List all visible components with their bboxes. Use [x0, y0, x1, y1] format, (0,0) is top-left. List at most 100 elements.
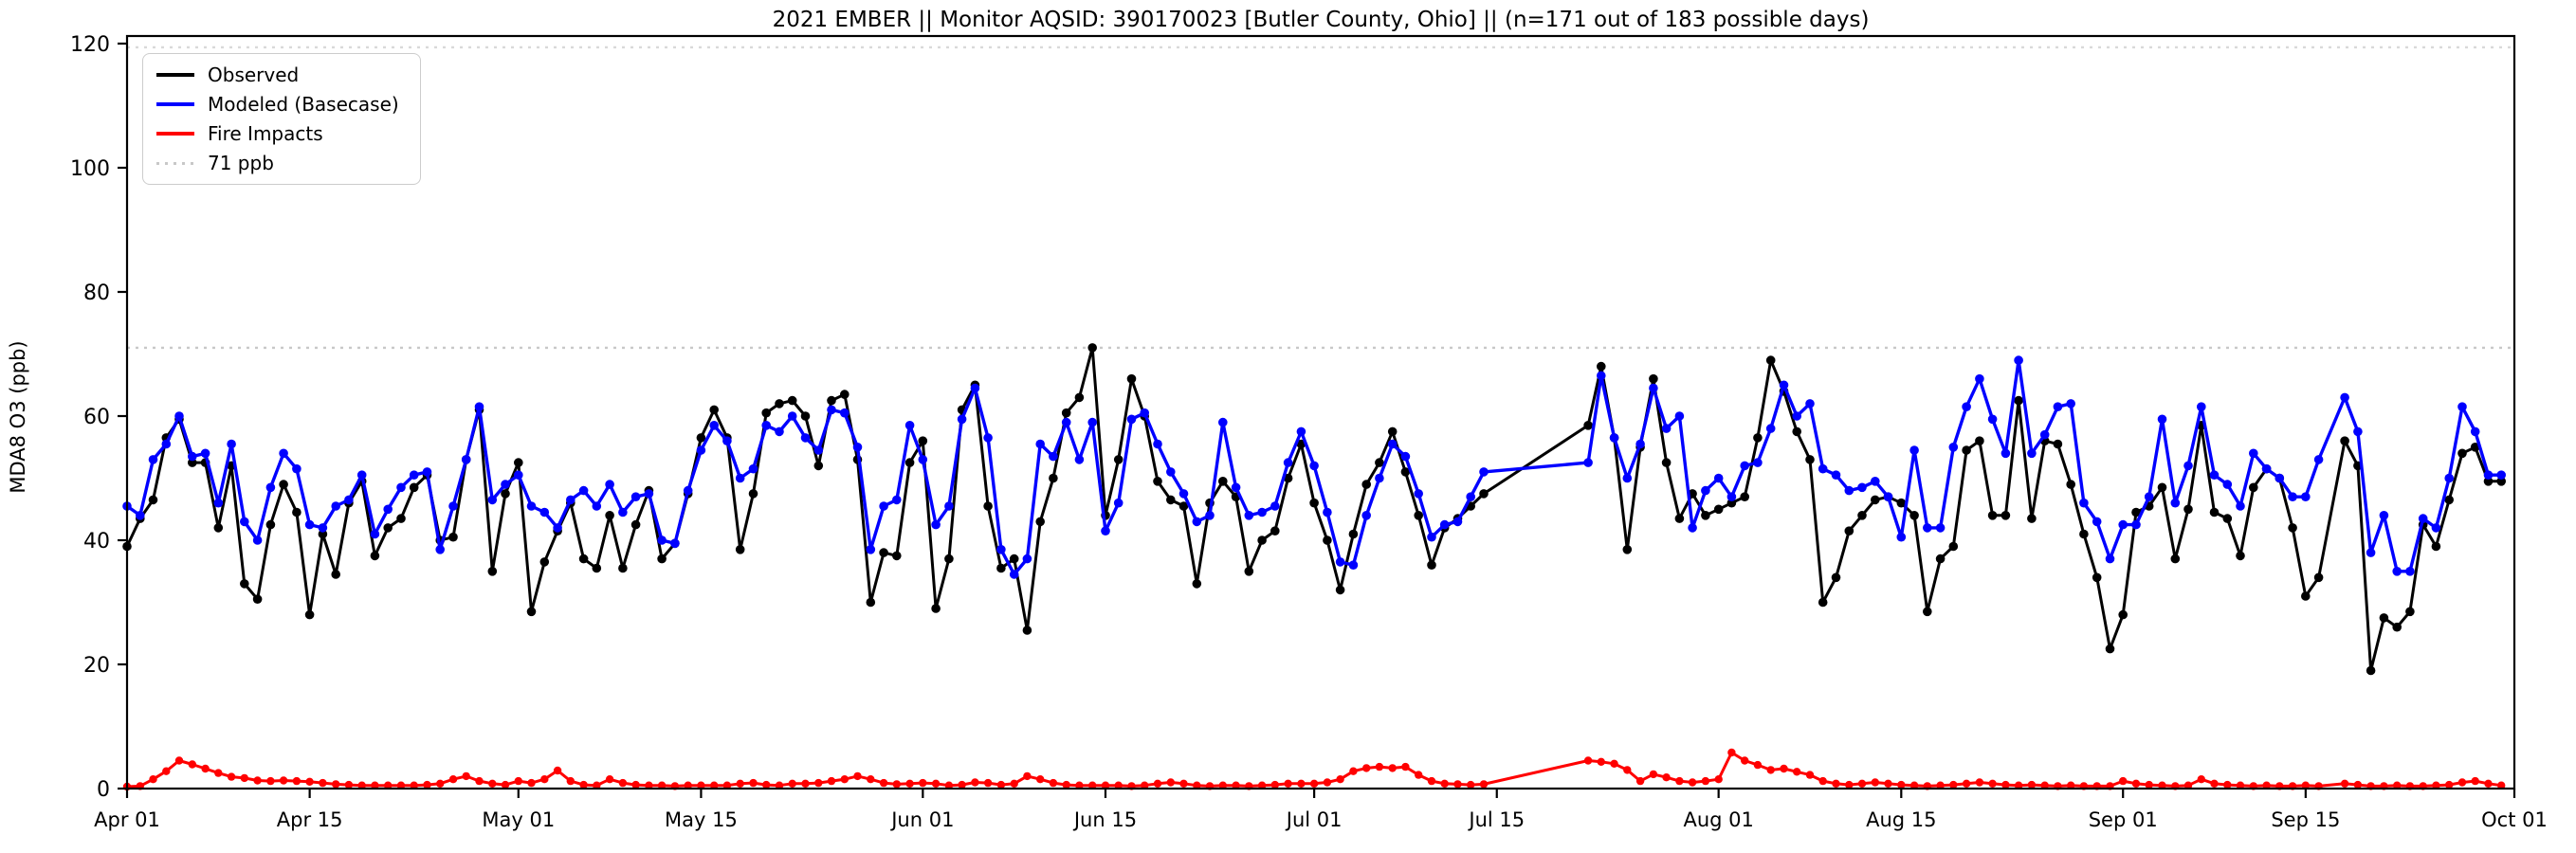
observed-marker — [1479, 489, 1489, 499]
observed-marker — [578, 554, 589, 564]
fire-marker — [1897, 780, 1906, 789]
observed-marker — [1387, 426, 1398, 437]
modeled-marker — [200, 448, 210, 459]
modeled-marker — [1805, 399, 1815, 408]
fire-marker — [645, 781, 653, 789]
observed-marker — [2483, 477, 2494, 486]
modeled-marker — [1244, 511, 1254, 520]
observed-marker — [996, 563, 1006, 573]
x-tick-label: May 15 — [665, 808, 738, 831]
fire-marker — [2131, 779, 2141, 788]
x-tick-label: Jul 01 — [1285, 808, 1343, 831]
modeled-marker — [227, 439, 236, 449]
fire-marker — [488, 779, 497, 788]
modeled-marker — [136, 511, 145, 520]
fire-marker — [2340, 779, 2349, 788]
observed-marker — [539, 557, 550, 567]
observed-marker — [2157, 482, 2167, 493]
fire-marker — [996, 780, 1006, 789]
observed-marker — [630, 519, 641, 530]
modeled-marker — [1087, 417, 1097, 427]
modeled-marker — [292, 463, 301, 474]
fire-marker — [905, 779, 914, 788]
modeled-marker — [761, 421, 771, 430]
x-tick-label: Apr 01 — [94, 808, 160, 831]
observed-marker — [800, 411, 811, 421]
modeled-marker — [1400, 451, 1411, 462]
observed-marker — [787, 395, 797, 406]
modeled-marker — [539, 507, 550, 517]
observed-marker — [879, 548, 888, 557]
modeled-marker — [1622, 473, 1633, 483]
modeled-marker — [970, 383, 980, 393]
modeled-marker — [1309, 461, 1319, 471]
modeled-marker — [1283, 458, 1293, 467]
fire-marker — [931, 779, 941, 788]
observed-marker — [383, 523, 393, 533]
observed-marker — [1597, 361, 1606, 372]
modeled-marker — [1009, 570, 1019, 579]
modeled-marker — [1452, 517, 1463, 527]
modeled-marker — [161, 439, 172, 449]
modeled-marker — [526, 501, 537, 511]
fire-marker — [1114, 781, 1123, 789]
legend-label: Modeled (Basecase) — [208, 93, 399, 116]
legend-item-observed: Observed — [156, 65, 399, 84]
axes-frame — [125, 34, 2516, 790]
modeled-marker — [1218, 417, 1228, 427]
fire-marker — [2432, 781, 2440, 789]
observed-marker — [2222, 514, 2233, 523]
modeled-marker — [787, 411, 797, 421]
chart-title: 2021 EMBER || Monitor AQSID: 390170023 [… — [772, 8, 1870, 32]
observed-marker — [813, 461, 824, 471]
modeled-marker — [1479, 467, 1489, 477]
fire-marker — [188, 760, 196, 769]
modeled-marker — [356, 470, 367, 481]
modeled-marker — [1361, 511, 1371, 520]
modeled-marker — [1375, 473, 1384, 483]
observed-marker — [592, 563, 602, 573]
y-tick-label: 20 — [83, 654, 110, 678]
fire-marker — [605, 775, 614, 784]
observed-marker — [892, 551, 902, 561]
fire-marker — [1232, 781, 1240, 789]
modeled-marker — [2431, 523, 2441, 533]
fire-marker — [1375, 762, 1384, 771]
modeled-marker — [174, 411, 184, 421]
x-tick-label: Sep 01 — [2089, 808, 2158, 831]
observed-marker — [840, 390, 850, 399]
observed-marker — [396, 514, 406, 523]
x-tick-label: Aug 15 — [1866, 808, 1936, 831]
modeled-marker — [657, 535, 667, 545]
legend-item-fire: Fire Impacts — [156, 124, 399, 143]
modeled-marker — [1323, 507, 1332, 517]
observed-marker — [1975, 436, 1984, 446]
observed-marker — [2092, 572, 2102, 583]
modeled-marker — [2131, 519, 2141, 530]
fire-marker — [1753, 760, 1763, 770]
fire-marker — [2301, 781, 2310, 789]
fire-marker — [867, 775, 875, 784]
fire-marker — [1323, 778, 1332, 787]
observed-marker — [709, 405, 719, 415]
fire-marker — [944, 781, 954, 789]
modeled-marker — [683, 485, 693, 496]
observed-marker — [1061, 408, 1071, 418]
fire-marker — [853, 771, 862, 781]
fire-marker — [553, 766, 562, 775]
modeled-marker — [2197, 402, 2206, 412]
modeled-marker — [2053, 402, 2063, 412]
modeled-marker — [448, 501, 458, 511]
fire-marker — [1688, 778, 1697, 787]
modeled-marker — [2418, 514, 2428, 523]
observed-marker — [2131, 507, 2141, 517]
modeled-marker — [1987, 414, 1998, 425]
observed-marker — [2170, 554, 2181, 564]
observed-marker — [1049, 473, 1058, 483]
fire-marker — [1975, 778, 1984, 787]
legend-item-71ppb: 71 ppb — [156, 154, 399, 172]
modeled-marker — [2496, 470, 2506, 481]
fire-marker — [149, 775, 157, 784]
modeled-marker — [239, 517, 249, 527]
modeled-marker — [2001, 448, 2011, 459]
